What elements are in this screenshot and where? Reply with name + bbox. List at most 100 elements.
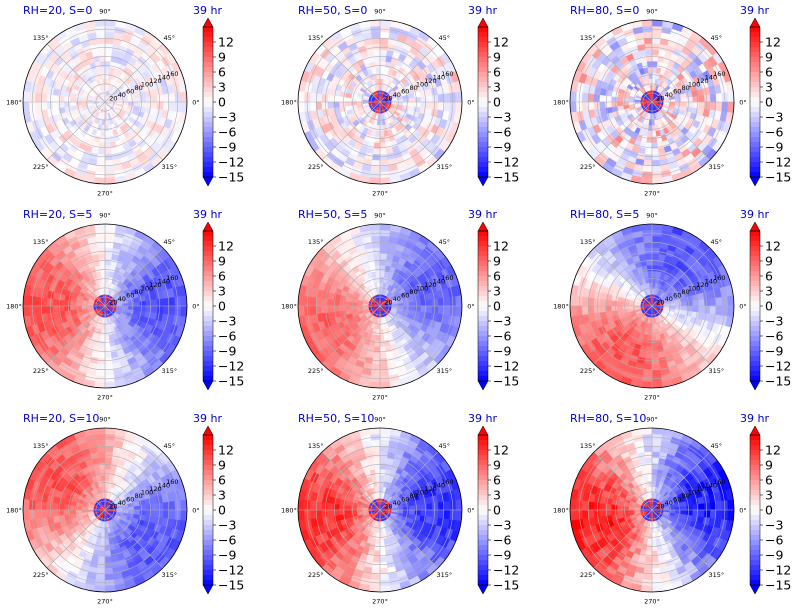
radial-tick-label: 40	[393, 91, 401, 99]
field-cell	[157, 305, 164, 314]
field-cell	[443, 305, 451, 316]
colorbar-segment	[203, 356, 213, 362]
field-cell	[455, 101, 463, 113]
field-cell	[133, 305, 141, 311]
colorbar-segment	[203, 67, 213, 73]
colorbar-tick-label: 12	[765, 35, 781, 50]
field-cell	[34, 101, 42, 112]
angle-tick-label: 315°	[161, 367, 177, 375]
colorbar-segment	[750, 336, 760, 342]
angle-tick-label: 180°	[6, 99, 22, 107]
field-cell	[22, 91, 30, 103]
field-cell	[599, 94, 606, 103]
panel-title: RH=50, S=5	[298, 208, 367, 221]
field-cell	[379, 346, 387, 354]
field-cell	[373, 54, 381, 62]
colorbar-segment	[478, 132, 488, 138]
colorbar-segment	[750, 321, 760, 327]
angle-tick-label: 45°	[164, 238, 176, 246]
time-label: 39 hr	[193, 208, 222, 221]
field-cell	[408, 305, 416, 311]
angle-tick-label: 225°	[580, 163, 596, 171]
field-cell	[99, 340, 106, 348]
field-cell	[373, 258, 381, 266]
colorbar-segment	[203, 361, 213, 367]
field-cell	[104, 264, 111, 272]
radial-tick-label: 40	[665, 295, 673, 303]
time-label: 39 hr	[468, 208, 497, 221]
colorbar-segment	[478, 261, 488, 267]
colorbar-segment	[203, 127, 213, 133]
field-cell	[95, 235, 106, 243]
colorbar-segment	[478, 92, 488, 98]
colorbar-segment	[203, 42, 213, 48]
colorbar-tick-label: 12	[218, 239, 234, 254]
field-cell	[98, 142, 106, 150]
colorbar-segment	[478, 102, 488, 108]
field-cell	[104, 457, 113, 464]
field-cell	[727, 91, 735, 103]
colorbar-segment	[750, 102, 760, 108]
field-cell	[426, 305, 433, 314]
field-cell	[455, 305, 463, 317]
angle-tick-label: 45°	[439, 238, 451, 246]
colorbar-segment	[203, 341, 213, 347]
colorbar-segment	[478, 97, 488, 103]
field-cell	[168, 101, 176, 112]
colorbar-segment	[478, 57, 488, 63]
radial-tick-label: 160	[713, 274, 725, 282]
field-cell	[104, 381, 116, 389]
field-cell	[727, 101, 735, 113]
field-cell	[379, 358, 388, 365]
angle-tick-label: 45°	[439, 34, 451, 42]
field-cell	[104, 352, 113, 359]
colorbar-tick-label: 9	[765, 254, 773, 269]
field-cell	[104, 148, 113, 155]
field-cell	[97, 253, 106, 260]
colorbar-segment	[203, 321, 213, 327]
field-cell	[647, 334, 653, 342]
field-cell	[145, 299, 153, 307]
colorbar-tick-label: 9	[218, 254, 226, 269]
field-cell	[52, 509, 59, 518]
colorbar-segment	[203, 112, 213, 118]
field-cell	[374, 340, 381, 348]
field-cell	[644, 49, 653, 56]
colorbar-segment	[750, 172, 760, 178]
field-cell	[98, 550, 106, 558]
field-cell	[57, 509, 65, 517]
colorbar-tick-label: −15	[765, 170, 791, 185]
field-cell	[698, 94, 705, 103]
colorbar-segment	[750, 37, 760, 43]
colorbar-segment	[750, 132, 760, 138]
colorbar-segment	[750, 167, 760, 173]
field-cell	[372, 352, 381, 359]
colorbar-segment	[203, 306, 213, 312]
field-cell	[604, 305, 612, 313]
field-cell	[645, 142, 653, 150]
angle-tick-label: 315°	[708, 163, 724, 171]
field-cell	[46, 94, 53, 103]
colorbar-segment	[750, 152, 760, 158]
colorbar-segment	[203, 251, 213, 257]
colorbar-segment	[203, 301, 213, 307]
field-cell	[727, 295, 735, 307]
field-cell	[97, 49, 106, 56]
colorbar-segment	[750, 246, 760, 252]
colorbar-segment	[203, 266, 213, 272]
field-cell	[104, 235, 115, 243]
colorbar-segment	[478, 127, 488, 133]
field-cell	[104, 369, 115, 377]
colorbar-segment	[478, 276, 488, 282]
field-cell	[75, 301, 83, 307]
field-cell	[95, 165, 106, 173]
colorbar-segment	[478, 271, 488, 277]
field-cell	[651, 60, 658, 68]
colorbar-segment	[203, 296, 213, 302]
angle-tick-label: 45°	[711, 238, 723, 246]
colorbar-segment	[203, 291, 213, 297]
field-cell	[321, 101, 328, 110]
colorbar-segment	[203, 162, 213, 168]
colorbar-tick-label: 0	[493, 95, 501, 110]
